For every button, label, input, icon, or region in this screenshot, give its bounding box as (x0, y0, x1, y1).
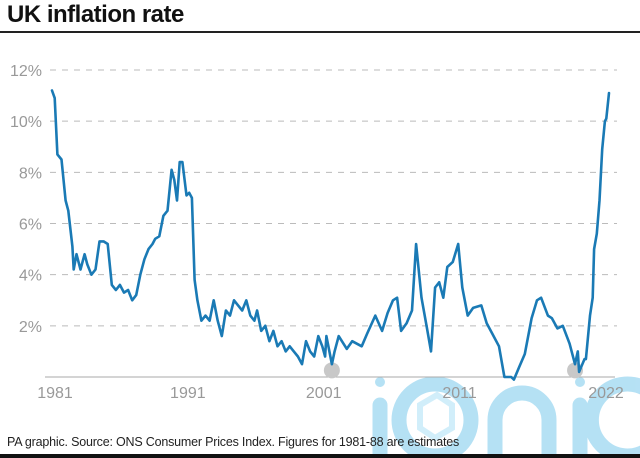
x-tick-label: 2001 (306, 385, 342, 402)
watermark-dot2 (575, 377, 585, 387)
y-tick-label: 10% (10, 114, 42, 131)
watermark-hexagon-icon (417, 391, 455, 442)
watermark-dot (375, 377, 385, 387)
y-tick-label: 4% (19, 268, 42, 285)
highlight-marker (323, 362, 340, 379)
inflation-line (50, 89, 611, 381)
y-tick-label: 2% (19, 319, 42, 336)
source-note: PA graphic. Source: ONS Consumer Prices … (7, 435, 460, 449)
x-tick-label: 1991 (170, 385, 206, 402)
chart-title: UK inflation rate (7, 1, 184, 28)
y-tick-label: 8% (19, 165, 42, 182)
x-tick-label: 2022 (588, 385, 624, 402)
x-tick-label: 1981 (37, 385, 73, 402)
watermark-letter-n (487, 385, 557, 458)
y-tick-label: 12% (10, 63, 42, 80)
title-rule (0, 31, 640, 33)
bottom-bar (0, 454, 640, 458)
y-tick-label: 6% (19, 217, 42, 234)
x-tick-label: 2011 (442, 385, 477, 402)
